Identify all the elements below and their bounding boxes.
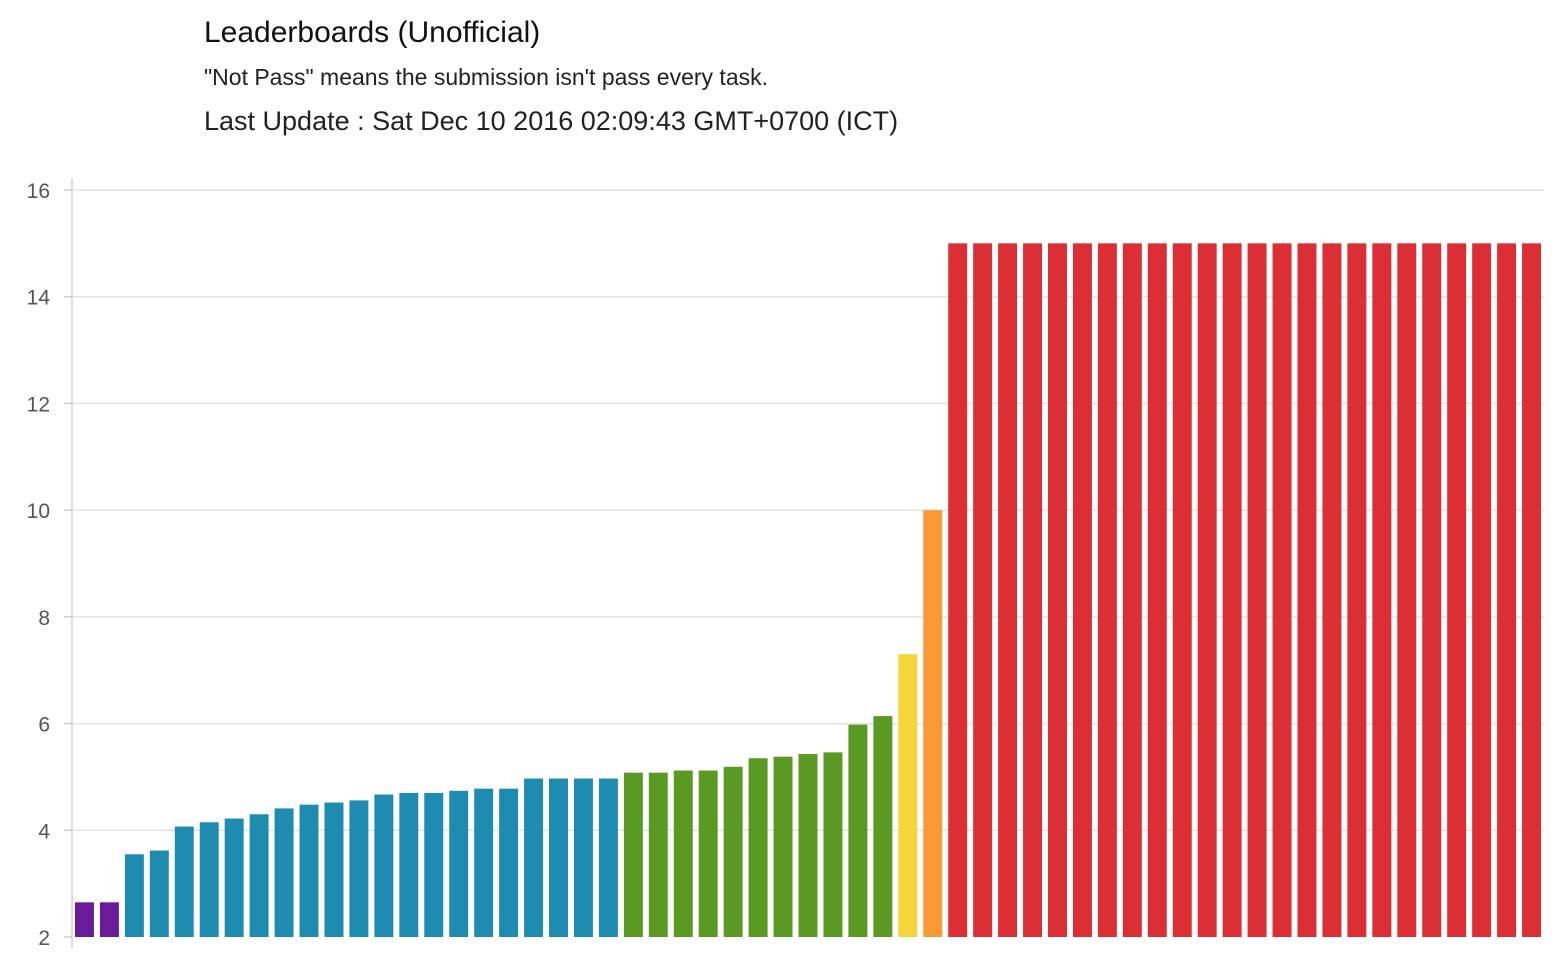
bar[interactable] <box>374 794 394 937</box>
bar[interactable] <box>648 772 668 937</box>
bar[interactable] <box>1422 243 1442 938</box>
bar[interactable] <box>1072 243 1092 938</box>
bar[interactable] <box>1522 243 1541 938</box>
y-tick-label: 4 <box>38 820 50 843</box>
bar[interactable] <box>1297 243 1317 938</box>
bar[interactable] <box>698 770 718 937</box>
y-tick-label: 6 <box>38 714 50 737</box>
bar[interactable] <box>598 778 618 937</box>
y-tick-label: 10 <box>27 500 50 523</box>
bar[interactable] <box>174 826 194 937</box>
bar[interactable] <box>324 802 344 937</box>
bar[interactable] <box>149 850 169 937</box>
bar[interactable] <box>748 758 768 937</box>
chart-header: Leaderboards (Unofficial) "Not Pass" mea… <box>204 14 1504 138</box>
bar[interactable] <box>99 902 119 937</box>
bar[interactable] <box>1347 243 1367 938</box>
bar[interactable] <box>499 788 519 937</box>
bar[interactable] <box>1447 243 1467 938</box>
bar[interactable] <box>1372 243 1392 938</box>
y-tick-label: 8 <box>38 607 50 630</box>
bar[interactable] <box>773 756 793 937</box>
y-tick-label: 12 <box>27 393 50 416</box>
bar[interactable] <box>848 724 868 937</box>
bar[interactable] <box>524 778 544 937</box>
last-update-text: Last Update : Sat Dec 10 2016 02:09:43 G… <box>204 106 899 136</box>
bar[interactable] <box>723 766 743 937</box>
bar[interactable] <box>1497 243 1517 938</box>
bar[interactable] <box>923 510 943 937</box>
page-title: Leaderboards (Unofficial) <box>204 16 541 49</box>
bar[interactable] <box>948 243 968 938</box>
bar[interactable] <box>673 770 693 937</box>
bar[interactable] <box>424 792 444 937</box>
bar[interactable] <box>1172 243 1192 938</box>
y-tick-label: 16 <box>27 180 50 203</box>
y-tick-label: 2 <box>38 927 50 950</box>
bar[interactable] <box>249 814 269 937</box>
bar[interactable] <box>1397 243 1417 938</box>
y-axis: 2 4 6 8 10 12 14 16 <box>27 178 73 950</box>
bar[interactable] <box>1147 243 1167 938</box>
bar[interactable] <box>124 854 144 937</box>
bar[interactable] <box>224 818 244 937</box>
bar[interactable] <box>1122 243 1142 938</box>
bar[interactable] <box>274 808 294 937</box>
bar[interactable] <box>898 654 918 937</box>
bar[interactable] <box>623 772 643 937</box>
bar[interactable] <box>449 790 469 937</box>
bar[interactable] <box>1322 243 1342 938</box>
bars <box>74 243 1541 938</box>
bar[interactable] <box>973 243 993 938</box>
bar[interactable] <box>1222 243 1242 938</box>
bar[interactable] <box>74 902 94 937</box>
bar[interactable] <box>349 800 369 937</box>
y-tick-label: 14 <box>27 287 51 310</box>
bar[interactable] <box>399 792 419 937</box>
bar[interactable] <box>1097 243 1117 938</box>
bar[interactable] <box>573 778 593 937</box>
page-subtitle: "Not Pass" means the submission isn't pa… <box>204 64 769 90</box>
bar[interactable] <box>299 804 319 937</box>
bar[interactable] <box>873 716 893 937</box>
bar[interactable] <box>549 778 568 937</box>
bar[interactable] <box>798 753 818 937</box>
bar[interactable] <box>474 788 494 937</box>
bar[interactable] <box>199 822 219 937</box>
bar[interactable] <box>1197 243 1217 938</box>
bar[interactable] <box>1272 243 1292 938</box>
bar[interactable] <box>1247 243 1267 938</box>
bar[interactable] <box>998 243 1018 938</box>
bar[interactable] <box>1048 243 1067 938</box>
bar[interactable] <box>1472 243 1492 938</box>
bar[interactable] <box>1023 243 1043 938</box>
bar[interactable] <box>823 752 843 937</box>
